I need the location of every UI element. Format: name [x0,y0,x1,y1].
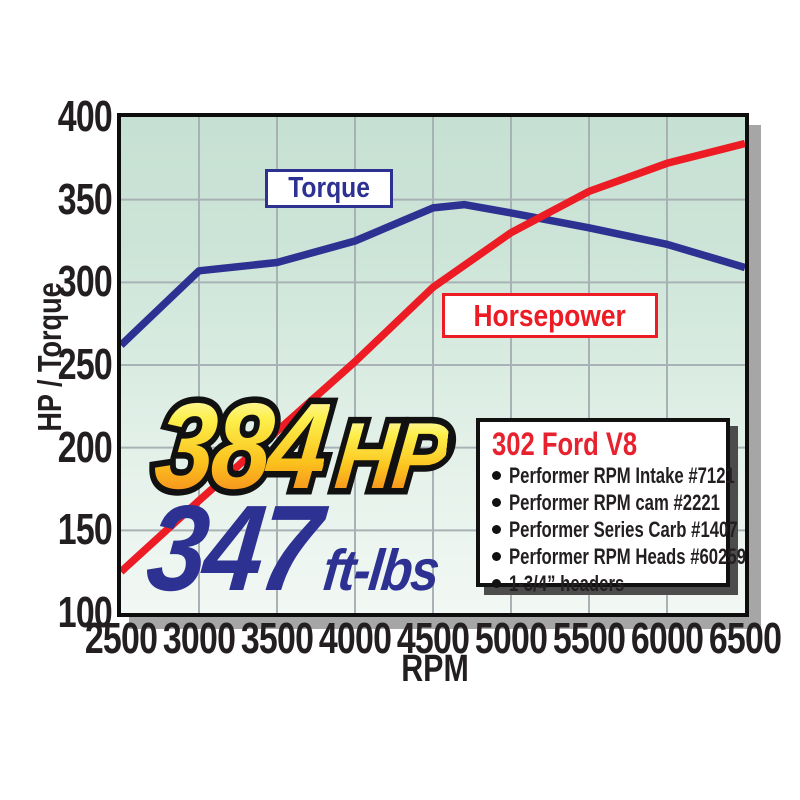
spec-item-text: Performer Series Carb #1407 [509,516,738,542]
spec-item: Performer RPM Intake #7121 [492,462,735,489]
torque-series-label: Torque [288,172,370,204]
bullet-dot-icon [492,552,501,561]
bullet-dot-icon [492,498,501,507]
peak-torque-value: 347 [141,480,325,616]
horsepower-series-label: Horsepower [473,297,627,333]
x-tick-label: 3000 [162,614,236,663]
y-tick-label: 100 [57,588,113,637]
y-tick-label: 300 [57,257,113,307]
x-tick-label: 6000 [630,614,704,663]
bullet-dot-icon [492,525,501,534]
engine-spec-box: 302 Ford V8 Performer RPM Intake #7121 Pe… [476,418,746,596]
y-tick-label: 400 [57,92,113,141]
x-tick-label: 5500 [552,614,626,663]
spec-item-text: 1-3/4” headers [509,570,625,596]
x-tick-label: 6500 [708,614,782,663]
spec-item: Performer Series Carb #1407 [492,516,738,543]
y-tick-label: 250 [57,340,113,389]
y-tick-label: 150 [57,505,113,555]
peak-torque-headline: 347ft-lbs [141,480,447,616]
spec-item-text: Performer RPM cam #2221 [509,489,720,515]
spec-list: Performer RPM Intake #7121 Performer RPM … [492,462,746,597]
x-tick-label: 4000 [318,614,392,663]
x-tick-label: 4500 [396,614,470,663]
bullet-dot-icon [492,471,501,480]
y-tick-label: 350 [57,174,113,224]
horsepower-series-label-box: Horsepower [442,293,658,338]
spec-item: Performer RPM Heads #60259 [492,543,746,570]
x-tick-label: 3500 [240,614,314,663]
spec-item: Performer RPM cam #2221 [492,489,722,516]
y-tick-label: 200 [57,422,113,472]
plot-area: Torque Horsepower 302 Ford V8 Performer … [117,113,749,617]
spec-item-text: Performer RPM Heads #60259 [509,543,746,569]
horsepower-curve [121,139,745,575]
x-tick-label: 2500 [84,614,158,663]
spec-item-text: Performer RPM Intake #7121 [509,462,735,488]
engine-title: 302 Ford V8 [492,426,638,462]
x-tick-label: 5000 [474,614,548,663]
bullet-dot-icon [492,579,501,588]
x-axis-title: RPM [401,648,469,690]
torque-series-label-box: Torque [265,169,393,208]
spec-item: 1-3/4” headers [492,570,722,597]
peak-torque-unit: ft-lbs [320,538,442,603]
torque-curve [121,200,745,348]
